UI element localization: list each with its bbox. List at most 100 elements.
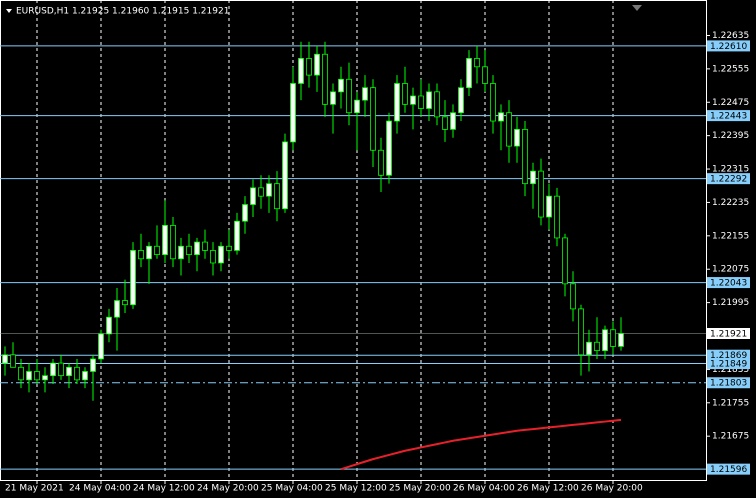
x-tick-label: 25 May 12:00 xyxy=(325,484,387,494)
y-tick-label: 1.22395 xyxy=(712,131,749,141)
candle-body xyxy=(474,58,480,68)
level-label-box xyxy=(707,277,750,289)
candle-body xyxy=(354,99,360,114)
candle-body xyxy=(610,329,616,347)
level-label-box xyxy=(707,463,750,475)
candle-body xyxy=(154,245,160,256)
level-label-box xyxy=(707,377,750,389)
x-tick-label: 26 May 20:00 xyxy=(581,484,643,494)
candle-body xyxy=(450,112,456,130)
level-label: 1.21849 xyxy=(710,360,747,370)
candle-body xyxy=(490,83,496,122)
level-label-box xyxy=(707,173,750,185)
candle-body xyxy=(74,366,80,381)
candle-body xyxy=(386,120,392,176)
indicator-line xyxy=(340,418,622,471)
level-label: 1.22610 xyxy=(710,42,747,52)
candle-body xyxy=(514,128,520,147)
candle-body xyxy=(26,371,32,381)
candle-body xyxy=(554,195,560,239)
candle-body xyxy=(618,333,624,347)
candle-body xyxy=(538,170,544,218)
candle-body xyxy=(146,245,152,260)
candle-body xyxy=(298,58,304,84)
candle-body xyxy=(266,183,272,197)
candle-body xyxy=(90,358,96,372)
x-tick-label: 21 May 2021 xyxy=(5,484,64,494)
candle-body xyxy=(18,366,24,381)
y-tick-label: 1.21755 xyxy=(712,398,749,408)
candle-body xyxy=(522,128,528,185)
level-label-box xyxy=(707,40,750,52)
y-tick-label: 1.22555 xyxy=(712,64,749,74)
x-tick-label: 24 May 12:00 xyxy=(133,484,195,494)
x-tick-label: 24 May 04:00 xyxy=(69,484,131,494)
level-label: 1.22043 xyxy=(710,279,747,289)
candle-body xyxy=(410,95,416,105)
candle-body xyxy=(306,58,312,76)
level-label: 1.22443 xyxy=(710,112,747,122)
candle-body xyxy=(562,237,568,285)
level-label-box xyxy=(707,358,750,370)
y-tick-label: 1.21995 xyxy=(712,298,749,308)
y-tick-label: 1.22155 xyxy=(712,231,749,241)
y-tick-label: 1.21835 xyxy=(712,365,749,375)
candle-body xyxy=(10,354,16,368)
price-label: 1.21921 xyxy=(710,329,747,339)
level-label: 1.21869 xyxy=(710,351,747,361)
level-label-box xyxy=(707,349,750,361)
x-tick-label: 26 May 12:00 xyxy=(517,484,579,494)
candle-body xyxy=(258,187,264,197)
candle-body xyxy=(226,245,232,251)
candle-body xyxy=(178,245,184,260)
candle-body xyxy=(378,149,384,176)
candle-body xyxy=(330,91,336,105)
candle-body xyxy=(186,245,192,256)
level-label: 1.22292 xyxy=(710,175,747,185)
y-tick-label: 1.22075 xyxy=(712,265,749,275)
level-label: 1.21596 xyxy=(710,465,747,475)
candle-body xyxy=(402,83,408,105)
candle-body xyxy=(594,341,600,352)
candle-body xyxy=(34,371,40,381)
candle-body xyxy=(546,195,552,218)
menu-arrow xyxy=(6,9,12,13)
x-tick-label: 25 May 04:00 xyxy=(261,484,323,494)
chart-info: EURUSD,H1 1.21925 1.21960 1.21915 1.2192… xyxy=(16,7,229,17)
candle-body xyxy=(394,83,400,122)
candle-body xyxy=(162,224,168,256)
y-tick-label: 1.22475 xyxy=(712,98,749,108)
candle-body xyxy=(98,333,104,360)
candle-body xyxy=(242,204,248,222)
candle-body xyxy=(466,58,472,89)
candle-body xyxy=(362,87,368,101)
candle-body xyxy=(42,375,48,381)
y-tick-label: 1.22315 xyxy=(712,165,749,175)
candle-body xyxy=(482,66,488,84)
level-label-box xyxy=(707,110,750,122)
plot-frame xyxy=(0,0,707,481)
candle-body xyxy=(370,87,376,151)
shift-marker xyxy=(632,5,642,11)
candle-body xyxy=(82,371,88,381)
candle-body xyxy=(434,91,440,118)
candle-body xyxy=(202,241,208,251)
candle-body xyxy=(138,250,144,260)
candle-body xyxy=(130,250,136,306)
x-tick-label: 24 May 20:00 xyxy=(197,484,259,494)
price-label-box xyxy=(707,327,750,339)
level-label: 1.21803 xyxy=(710,379,747,389)
candle-body xyxy=(66,366,72,377)
y-tick-label: 1.22635 xyxy=(712,31,749,41)
y-tick-label: 1.22235 xyxy=(712,198,749,208)
candle-body xyxy=(58,362,64,377)
candle-body xyxy=(498,112,504,122)
candle-body xyxy=(586,341,592,356)
candle-body xyxy=(114,300,120,318)
candle-body xyxy=(338,78,344,93)
candle-body xyxy=(50,362,56,377)
candle-body xyxy=(250,187,256,205)
candle-body xyxy=(290,83,296,143)
candle-body xyxy=(234,220,240,251)
